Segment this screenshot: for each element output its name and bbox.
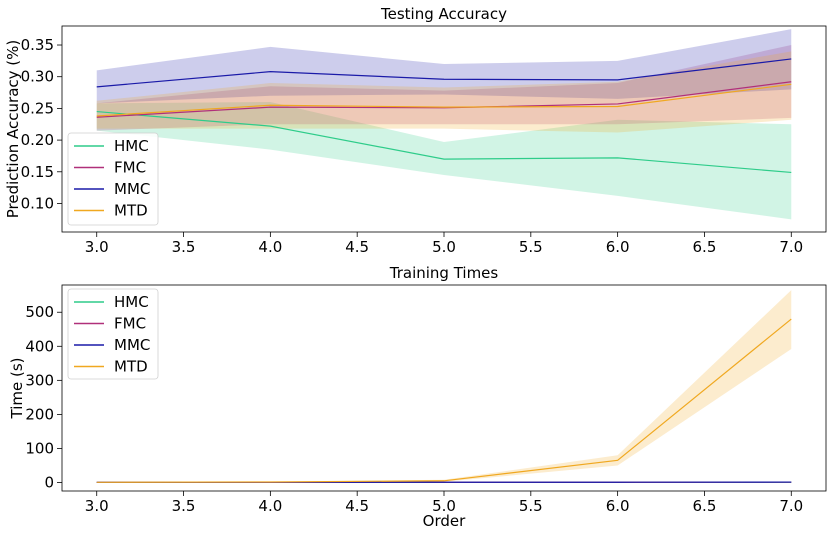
- x-axis-ticks: 3.0 3.5 4.0 4.5 5.0 5.5 6.0 6.5 7.0: [85, 491, 803, 515]
- x-axis-ticks: 3.0 3.5 4.0 4.5 5.0 5.5 6.0 6.5 7.0: [85, 232, 803, 256]
- y-tick-label: 0.35: [21, 36, 54, 54]
- y-tick-label: 100: [25, 439, 54, 457]
- legend-label-fmc: FMC: [114, 159, 146, 177]
- y-axis-ticks: 0 100 200 300 400 500: [25, 303, 62, 491]
- x-tick-label: 5.0: [432, 497, 456, 515]
- x-tick-label: 6.5: [693, 238, 717, 256]
- confidence-bands: [96, 29, 792, 220]
- x-tick-label: 5.5: [519, 497, 543, 515]
- x-tick-label: 3.0: [85, 238, 109, 256]
- x-tick-label: 4.5: [345, 497, 369, 515]
- band-fmc: [96, 45, 792, 131]
- y-tick-label: 0.20: [21, 131, 54, 149]
- x-tick-label: 5.5: [519, 238, 543, 256]
- band-hmc: [96, 102, 792, 220]
- legend-label-hmc: HMC: [114, 137, 149, 155]
- y-tick-label: 0.10: [21, 194, 54, 212]
- x-tick-label: 3.0: [85, 497, 109, 515]
- legend: HMC FMC MMC MTD: [67, 132, 159, 226]
- x-tick-label: 7.0: [779, 497, 803, 515]
- series-lines: [96, 58, 792, 174]
- y-tick-label: 0: [44, 473, 54, 491]
- y-tick-label: 0.25: [21, 99, 54, 117]
- x-tick-label: 4.0: [258, 238, 282, 256]
- x-tick-label: 4.0: [258, 497, 282, 515]
- y-tick-label: 200: [25, 405, 54, 423]
- y-tick-label: 300: [25, 371, 54, 389]
- band-mmc: [96, 29, 792, 104]
- x-tick-label: 5.0: [432, 238, 456, 256]
- y-tick-label: 0.15: [21, 163, 54, 181]
- chart-panel-2: Training Times 3.0 3.5 4.0 4.5 5.0 5.5 6.0 6.5 7.…: [8, 264, 827, 530]
- y-tick-label: 500: [25, 303, 54, 321]
- x-tick-label: 6.0: [606, 238, 630, 256]
- legend-box: [67, 288, 159, 380]
- legend-label-hmc: HMC: [114, 293, 149, 311]
- chart-panel-1: Testing Accuracy 3.0 3.5 4.0 4.5 5.0 5.5 6.0 6.5…: [4, 5, 827, 256]
- chart-title: Training Times: [389, 264, 499, 282]
- x-tick-label: 7.0: [779, 238, 803, 256]
- x-tick-label: 6.5: [693, 497, 717, 515]
- band-mtd: [96, 290, 792, 483]
- confidence-bands: [96, 290, 792, 483]
- series-lines: [96, 318, 792, 484]
- x-tick-label: 4.5: [345, 238, 369, 256]
- legend-box: [67, 132, 159, 226]
- legend: HMC FMC MMC MTD: [67, 288, 159, 380]
- chart-title: Testing Accuracy: [380, 5, 507, 23]
- legend-label-mmc: MMC: [114, 336, 150, 354]
- x-axis-label: Order: [423, 512, 466, 530]
- y-axis-ticks: 0.10 0.15 0.20 0.25 0.30 0.35: [21, 36, 62, 212]
- y-tick-label: 0.30: [21, 68, 54, 86]
- legend-label-mtd: MTD: [114, 358, 148, 376]
- legend-label-mtd: MTD: [114, 202, 148, 220]
- y-tick-label: 400: [25, 337, 54, 355]
- x-tick-label: 3.5: [172, 238, 196, 256]
- band-mtd: [96, 51, 792, 133]
- x-tick-label: 6.0: [606, 497, 630, 515]
- y-axis-label: Time (s): [8, 358, 26, 420]
- legend-label-fmc: FMC: [114, 315, 146, 333]
- y-axis-label: Prediction Accuracy (%): [4, 40, 22, 219]
- x-tick-label: 3.5: [172, 497, 196, 515]
- legend-label-mmc: MMC: [114, 180, 150, 198]
